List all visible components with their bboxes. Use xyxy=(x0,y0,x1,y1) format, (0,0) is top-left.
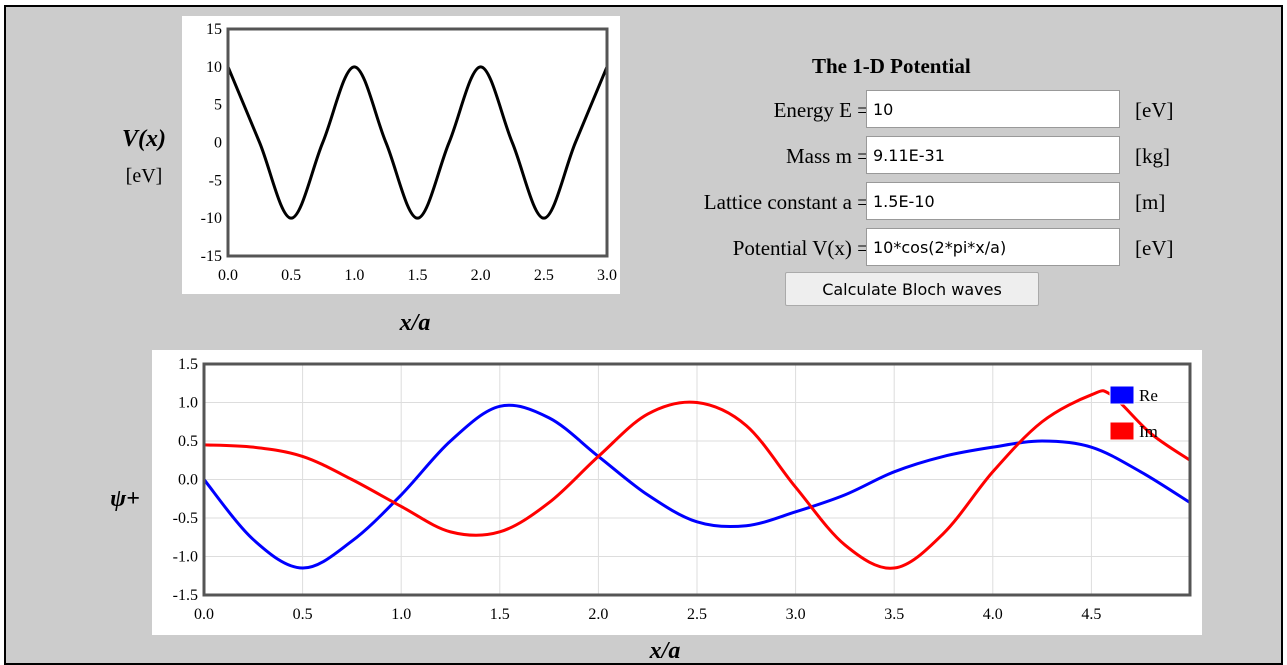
energy-input[interactable] xyxy=(866,90,1120,128)
y-tick-label: 0.0 xyxy=(178,472,198,489)
energy-unit: [eV] xyxy=(1135,98,1174,122)
x-tick-label: 1.0 xyxy=(391,606,411,623)
series-line-potential xyxy=(226,65,609,220)
x-tick-label: 3.0 xyxy=(786,606,806,623)
energy-label: Energy E = xyxy=(773,98,869,122)
x-tick-label: 4.0 xyxy=(983,606,1003,623)
y-tick-label: 5 xyxy=(214,97,222,114)
x-tick-label: 0.5 xyxy=(293,606,313,623)
y-tick-label: 1.5 xyxy=(178,356,198,373)
y-tick-label: 1.0 xyxy=(178,395,198,412)
mass-unit: [kg] xyxy=(1135,144,1170,168)
plot-frame xyxy=(226,27,609,258)
lattice-input[interactable] xyxy=(866,182,1120,220)
potential-plot: 15 10 5 0 -5 -10 -15 0.0 0.5 1.0 1.5 2.0 2.5 3.0 xyxy=(201,21,617,284)
potential-xlabel: x/a xyxy=(399,310,431,336)
x-tick-label: 1.5 xyxy=(408,267,428,284)
y-tick-label: -0.5 xyxy=(173,510,198,527)
y-tick-label: -10 xyxy=(201,210,222,227)
x-tick-label: 0.0 xyxy=(194,606,214,623)
x-tick-label: 2.0 xyxy=(471,267,491,284)
legend-label-re: Re xyxy=(1139,386,1158,405)
potential-ylabel-var: V(x) xyxy=(122,126,166,152)
x-tick-label: 4.5 xyxy=(1081,606,1101,623)
x-tick-label: 2.5 xyxy=(687,606,707,623)
x-tick-label: 3.0 xyxy=(597,267,617,284)
series-line-im xyxy=(203,389,1191,570)
y-tick-label: -1.5 xyxy=(173,587,198,604)
wave-xlabel: x/a xyxy=(649,638,681,664)
y-tick-label: 0 xyxy=(214,135,222,152)
wave-ylabel: ψ+ xyxy=(110,486,140,512)
potential-label: Potential V(x) = xyxy=(732,236,869,260)
form-title: The 1-D Potential xyxy=(812,54,971,78)
potential-plot-panel: 15 10 5 0 -5 -10 -15 0.0 0.5 1.0 1.5 2.0 2.5 3.0 xyxy=(182,16,620,294)
x-tick-label: 1.5 xyxy=(490,606,510,623)
wave-plot: 1.5 1.0 0.5 0.0 -0.5 -1.0 -1.5 0.0 0.5 1.0 1.5 2.0 2… xyxy=(173,356,1192,623)
y-tick-label: -15 xyxy=(201,248,222,265)
y-tick-label: -1.0 xyxy=(173,549,198,566)
mass-label: Mass m = xyxy=(785,144,869,168)
legend-label-im: Im xyxy=(1139,422,1158,441)
potential-unit: [eV] xyxy=(1135,236,1174,260)
y-tick-label: -5 xyxy=(209,172,222,189)
x-tick-label: 3.5 xyxy=(884,606,904,623)
wave-plot-panel: 1.5 1.0 0.5 0.0 -0.5 -1.0 -1.5 0.0 0.5 1.0 1.5 2.0 2… xyxy=(152,350,1202,635)
potential-ylabel-unit: [eV] xyxy=(125,165,163,187)
calculate-bloch-waves-button[interactable]: Calculate Bloch waves xyxy=(785,272,1039,306)
x-tick-label: 0.5 xyxy=(281,267,301,284)
x-tick-label: 0.0 xyxy=(218,267,238,284)
legend-swatch-re xyxy=(1109,385,1135,405)
potential-input[interactable] xyxy=(866,228,1120,266)
lattice-label: Lattice constant a = xyxy=(703,190,869,214)
y-tick-label: 0.5 xyxy=(178,433,198,450)
lattice-unit: [m] xyxy=(1135,190,1166,214)
x-tick-label: 2.5 xyxy=(534,267,554,284)
legend-swatch-im xyxy=(1109,421,1135,441)
y-tick-label: 10 xyxy=(206,59,222,76)
x-tick-label: 1.0 xyxy=(344,267,364,284)
x-tick-label: 2.0 xyxy=(588,606,608,623)
mass-input[interactable] xyxy=(866,136,1120,174)
y-tick-label: 15 xyxy=(206,21,222,38)
plot-frame xyxy=(202,362,1192,597)
series-line-re xyxy=(202,403,1191,570)
